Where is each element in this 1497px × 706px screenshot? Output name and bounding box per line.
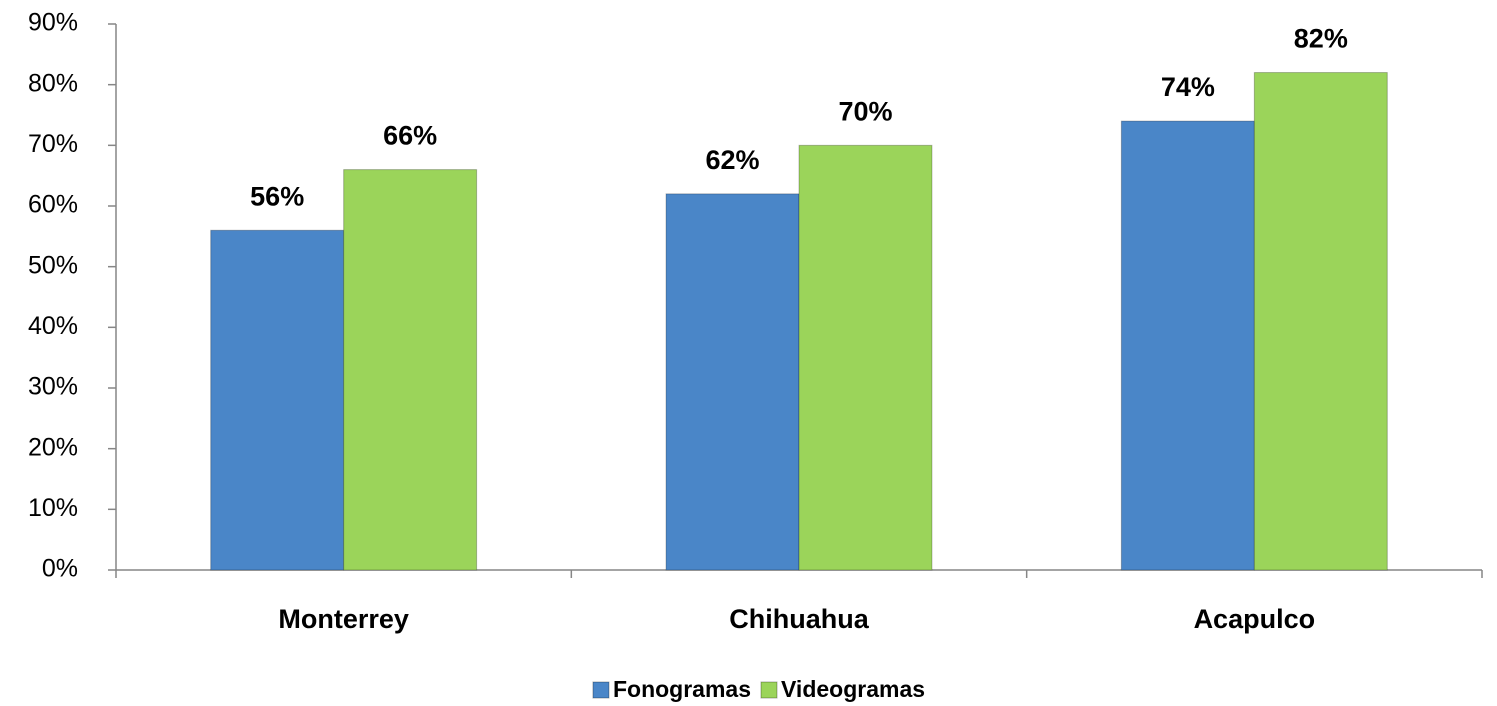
legend-label: Videogramas — [781, 676, 925, 702]
data-label: 74% — [1161, 72, 1215, 102]
y-tick-label: 80% — [28, 69, 78, 97]
y-tick-label: 10% — [28, 494, 78, 522]
y-tick-label: 60% — [28, 191, 78, 219]
bar — [1253, 72, 1388, 571]
data-label: 66% — [383, 121, 437, 151]
bar — [798, 144, 933, 571]
data-label: 62% — [705, 145, 759, 175]
y-tick-label: 30% — [28, 373, 78, 401]
x-tick-label: Chihuahua — [729, 604, 869, 634]
y-tick-label: 0% — [42, 555, 78, 583]
y-tick-label: 50% — [28, 251, 78, 279]
y-tick-label: 90% — [28, 9, 78, 37]
bar — [665, 193, 800, 571]
data-label: 82% — [1294, 24, 1348, 54]
bar — [210, 229, 345, 571]
x-tick-label: Acapulco — [1194, 604, 1316, 634]
legend: Fonogramas Videogramas — [592, 676, 925, 702]
legend-label: Fonogramas — [613, 676, 751, 702]
legend-swatch — [592, 681, 610, 699]
y-tick-label: 20% — [28, 433, 78, 461]
y-tick-label: 70% — [28, 130, 78, 158]
data-label: 56% — [250, 181, 304, 211]
x-tick-label: Monterrey — [278, 604, 409, 634]
data-label: 70% — [838, 96, 892, 126]
y-tick-label: 40% — [28, 312, 78, 340]
bar — [343, 169, 478, 571]
legend-swatch — [760, 681, 778, 699]
bar — [1120, 120, 1255, 571]
